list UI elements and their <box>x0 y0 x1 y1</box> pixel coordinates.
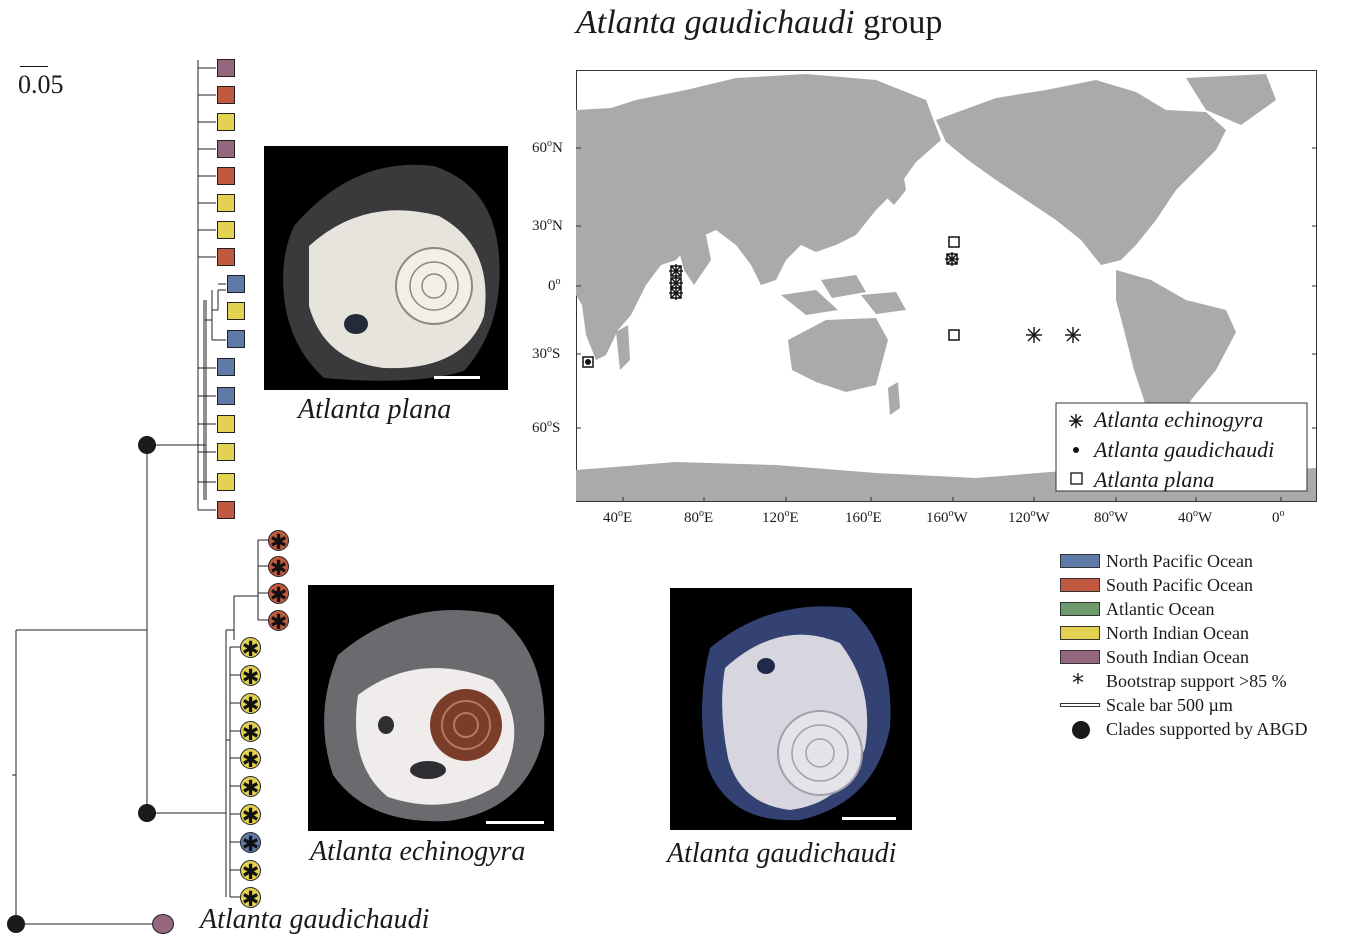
lon-label-80w: 80oW <box>1094 508 1129 526</box>
map-legend-box <box>1055 402 1308 492</box>
abgd-node-plana <box>138 436 156 454</box>
lat-label-30s: 30oS <box>532 344 561 362</box>
tip-marker-south-pacific: ✱ <box>268 610 289 634</box>
tip-marker-north-indian <box>217 221 235 239</box>
tip-marker-north-pacific <box>227 330 245 348</box>
lon-label-160e: 160oE <box>845 508 882 526</box>
plana-site <box>948 236 960 248</box>
lon-label-160w: 160oW <box>926 508 968 526</box>
legend-swatch <box>1060 650 1100 664</box>
legend-swatch <box>1060 626 1100 640</box>
tip-marker-south-pacific <box>217 86 235 104</box>
abgd-node-root <box>7 915 25 933</box>
title-species: Atlanta gaudichaudi <box>576 4 855 41</box>
tip-marker-south-indian <box>217 59 235 77</box>
tree-scale-label: 0.05 <box>18 70 64 99</box>
lon-label-0: 0o <box>1272 508 1285 526</box>
figure-title: Atlanta gaudichaudi group <box>576 4 942 42</box>
world-map <box>576 70 1317 502</box>
tip-marker-north-indian: ✱ <box>240 665 261 689</box>
tip-marker-south-pacific: ✱ <box>268 556 289 580</box>
caption-atlanta-plana: Atlanta plana <box>298 394 452 425</box>
tip-marker-north-pacific <box>217 387 235 405</box>
echinogyra-site <box>1026 327 1042 343</box>
title-suffix: group <box>863 4 943 41</box>
photo-atlanta-echinogyra <box>308 585 554 831</box>
tip-marker-south-pacific <box>217 167 235 185</box>
tip-marker-north-pacific <box>227 275 245 293</box>
photo-atlanta-gaudichaudi <box>670 588 912 830</box>
echinogyra-site <box>669 286 683 300</box>
photo-scale-bar <box>434 376 480 379</box>
phylogenetic-tree <box>7 60 268 933</box>
tip-marker-north-indian <box>217 113 235 131</box>
asterisk-icon: * <box>1072 669 1084 697</box>
tip-marker-north-indian: ✱ <box>240 748 261 772</box>
tip-marker-north-indian: ✱ <box>240 860 261 884</box>
caption-atlanta-gaudichaudi: Atlanta gaudichaudi <box>667 838 897 869</box>
lon-label-40w: 40oW <box>1178 508 1213 526</box>
tip-marker-south-pacific <box>217 248 235 266</box>
tip-marker-north-indian: ✱ <box>240 693 261 717</box>
tip-marker-south-indian <box>152 914 174 934</box>
scale-bar-icon <box>1060 703 1100 707</box>
gaudichaudi-site <box>585 359 591 365</box>
tip-marker-north-indian: ✱ <box>240 804 261 828</box>
tip-marker-north-indian: ✱ <box>240 637 261 661</box>
tip-marker-south-indian <box>217 140 235 158</box>
photo-atlanta-plana <box>264 146 508 390</box>
tip-marker-north-pacific: ✱ <box>240 832 261 856</box>
lat-label-30n: 30oN <box>532 216 563 234</box>
tip-marker-north-indian: ✱ <box>240 776 261 800</box>
lat-label-0: 0o <box>548 276 561 294</box>
lon-label-120e: 120oE <box>762 508 799 526</box>
legend-swatch <box>1060 554 1100 568</box>
echinogyra-site <box>1065 327 1081 343</box>
plana-site <box>948 329 960 341</box>
map-legend-echinogyra: Atlanta echinogyra <box>1094 407 1264 432</box>
echinogyra-site <box>945 252 959 266</box>
map-legend-gaudichaudi: Atlanta gaudichaudi <box>1094 437 1275 462</box>
lon-label-40e: 40oE <box>603 508 633 526</box>
square-icon <box>1070 472 1083 485</box>
legend-swatch <box>1060 578 1100 592</box>
tip-marker-north-indian: ✱ <box>240 721 261 745</box>
lon-label-80e: 80oE <box>684 508 714 526</box>
tip-marker-north-pacific <box>217 358 235 376</box>
tip-marker-south-pacific: ✱ <box>268 583 289 607</box>
dot-icon <box>1073 447 1079 453</box>
map-legend-plana: Atlanta plana <box>1094 467 1215 492</box>
tip-marker-north-indian <box>217 415 235 433</box>
tip-marker-north-indian <box>217 194 235 212</box>
tip-marker-north-indian <box>217 473 235 491</box>
tip-marker-north-indian: ✱ <box>240 887 261 911</box>
asterisk-icon <box>1069 414 1083 428</box>
photo-scale-bar <box>486 821 544 824</box>
photo-scale-bar <box>842 817 896 820</box>
lat-label-60s: 60oS <box>532 418 561 436</box>
tip-marker-south-pacific: ✱ <box>268 530 289 554</box>
lat-label-60n: 60oN <box>532 138 563 156</box>
caption-atlanta-echinogyra: Atlanta echinogyra <box>310 836 526 867</box>
tree-scale-bar <box>20 66 48 67</box>
tip-marker-north-indian <box>227 302 245 320</box>
lon-label-120w: 120oW <box>1008 508 1050 526</box>
outgroup-label: Atlanta gaudichaudi <box>200 904 430 935</box>
abgd-node-echinogyra <box>138 804 156 822</box>
legend-swatch <box>1060 602 1100 616</box>
tip-marker-south-pacific <box>217 501 235 519</box>
tip-marker-north-indian <box>217 443 235 461</box>
echinogyra-site <box>669 264 683 278</box>
abgd-node-icon <box>1072 721 1090 739</box>
